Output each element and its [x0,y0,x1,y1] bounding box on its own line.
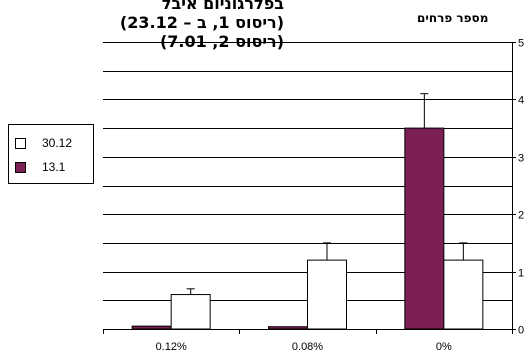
bar [268,326,308,330]
bar [307,259,347,330]
bar [170,294,211,330]
y-tick-label: 1 [518,268,524,280]
chart-title-line-3: (ריסוס 2, 7.01) [159,32,284,51]
legend-label-13-1: 13.1 [42,160,66,174]
bar [131,325,172,330]
bar [443,259,484,330]
y-tick-label: 0 [518,325,524,337]
y-tick-label: 3 [518,153,524,165]
y-tick-label: 5 [518,38,524,50]
x-tick-label: 0% [436,341,452,353]
x-tick-label: 0.12% [156,341,187,353]
y-axis-label: מספר פרחים [417,11,489,25]
x-tick-label: 0.08% [292,341,323,353]
legend-swatch-30-12 [15,138,26,149]
chart-title-line-1: בפלרגוניום איבל [161,0,284,13]
chart-legend: 30.12 13.1 [8,124,94,184]
legend-label-30-12: 30.12 [42,136,73,150]
chart-title-line-2: (ריסוס 1, ב – 23.12) [119,13,284,32]
bar [404,127,445,330]
y-tick-label: 2 [518,210,524,222]
y-tick-label: 4 [518,95,524,107]
legend-swatch-13-1 [15,162,26,173]
